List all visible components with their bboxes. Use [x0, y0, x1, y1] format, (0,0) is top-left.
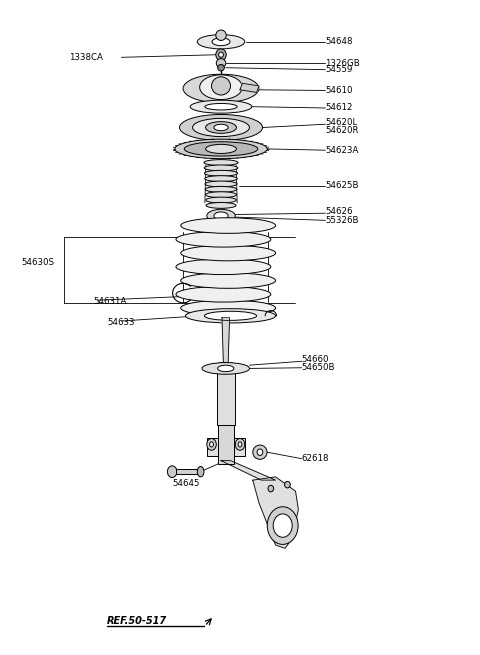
Ellipse shape	[273, 514, 292, 537]
Ellipse shape	[197, 466, 204, 477]
Ellipse shape	[207, 439, 216, 450]
Ellipse shape	[267, 507, 298, 544]
Bar	[217, 366, 235, 425]
Ellipse shape	[216, 59, 226, 67]
Ellipse shape	[214, 212, 228, 219]
Text: REF.50-517: REF.50-517	[107, 616, 168, 626]
Ellipse shape	[257, 449, 263, 455]
Ellipse shape	[204, 170, 238, 176]
Ellipse shape	[218, 64, 224, 71]
Ellipse shape	[205, 103, 237, 110]
Text: 54660: 54660	[301, 356, 329, 364]
Ellipse shape	[205, 122, 237, 134]
Polygon shape	[221, 460, 276, 480]
Ellipse shape	[190, 100, 252, 113]
Ellipse shape	[204, 160, 238, 166]
Ellipse shape	[205, 181, 237, 187]
Ellipse shape	[204, 176, 237, 181]
Ellipse shape	[185, 309, 276, 323]
Text: 54626: 54626	[325, 208, 353, 216]
Ellipse shape	[184, 141, 258, 156]
Ellipse shape	[204, 311, 257, 320]
Ellipse shape	[216, 49, 226, 60]
Bar	[217, 425, 234, 464]
Ellipse shape	[180, 272, 276, 288]
Ellipse shape	[205, 187, 237, 193]
Text: 1326GB: 1326GB	[325, 59, 360, 67]
Text: 54623A: 54623A	[325, 145, 359, 155]
Ellipse shape	[176, 259, 271, 274]
Text: 54630S: 54630S	[22, 258, 55, 267]
Ellipse shape	[202, 363, 250, 374]
Text: 1338CA: 1338CA	[69, 53, 103, 62]
Text: 54559: 54559	[325, 65, 353, 74]
Ellipse shape	[206, 197, 236, 203]
Text: 62618: 62618	[301, 454, 329, 463]
Text: 54612: 54612	[325, 103, 353, 113]
Ellipse shape	[176, 286, 271, 302]
Polygon shape	[240, 83, 259, 92]
Ellipse shape	[206, 202, 236, 208]
Bar	[207, 438, 245, 456]
Ellipse shape	[212, 38, 230, 46]
Ellipse shape	[212, 77, 230, 95]
Ellipse shape	[180, 217, 276, 233]
Text: 54620L: 54620L	[325, 119, 358, 128]
Ellipse shape	[175, 139, 267, 159]
Ellipse shape	[180, 115, 263, 140]
Ellipse shape	[235, 439, 245, 450]
Ellipse shape	[205, 144, 237, 153]
Ellipse shape	[213, 363, 239, 370]
Text: 54620R: 54620R	[325, 126, 359, 135]
Ellipse shape	[253, 445, 267, 459]
Ellipse shape	[268, 485, 274, 492]
Ellipse shape	[200, 75, 242, 100]
Ellipse shape	[285, 481, 290, 488]
Ellipse shape	[219, 52, 223, 58]
Ellipse shape	[204, 165, 238, 171]
Text: 54610: 54610	[325, 86, 353, 95]
Ellipse shape	[210, 442, 214, 447]
Text: 54625B: 54625B	[325, 181, 359, 191]
Ellipse shape	[214, 124, 228, 131]
Text: 54631A: 54631A	[93, 297, 126, 306]
Ellipse shape	[168, 466, 177, 477]
Ellipse shape	[183, 74, 259, 103]
Ellipse shape	[197, 35, 245, 49]
Text: 54650B: 54650B	[301, 364, 335, 372]
Ellipse shape	[180, 245, 276, 261]
Text: 54633: 54633	[107, 318, 135, 327]
Ellipse shape	[238, 442, 242, 447]
Text: 54648: 54648	[325, 37, 353, 47]
Text: 55326B: 55326B	[325, 216, 359, 225]
Polygon shape	[222, 318, 229, 366]
Ellipse shape	[176, 231, 271, 247]
Ellipse shape	[180, 300, 276, 316]
Bar	[176, 469, 199, 474]
Ellipse shape	[205, 192, 237, 198]
Text: 54645: 54645	[172, 479, 200, 488]
Ellipse shape	[207, 210, 235, 222]
Ellipse shape	[216, 30, 226, 41]
Polygon shape	[253, 477, 299, 548]
Ellipse shape	[217, 365, 234, 371]
Ellipse shape	[192, 119, 250, 136]
